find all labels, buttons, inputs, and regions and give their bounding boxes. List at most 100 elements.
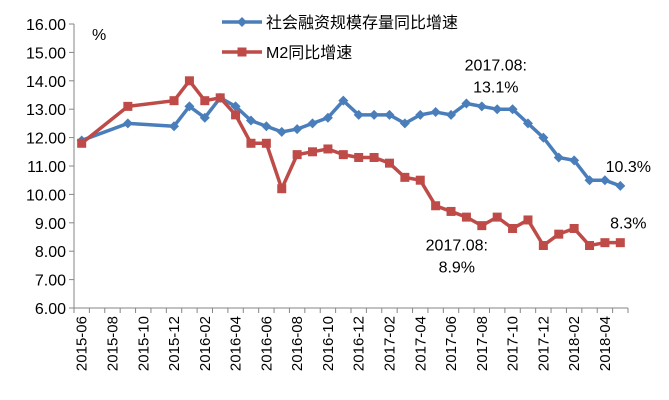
- data-point-social-financing: [415, 109, 426, 120]
- data-point-m2: [400, 172, 410, 182]
- data-point-m2: [538, 241, 548, 251]
- series-line-social-financing: [81, 96, 621, 188]
- unit-label: %: [92, 27, 106, 44]
- data-point-m2: [200, 96, 210, 106]
- data-point-m2: [184, 76, 194, 86]
- data-point-m2: [415, 175, 425, 185]
- data-annotation: 10.3%: [606, 159, 651, 176]
- x-tick-label: 2016-08: [289, 316, 306, 371]
- data-point-m2: [585, 241, 595, 251]
- data-point-m2: [508, 223, 518, 233]
- x-tick-label: 2015-10: [135, 316, 152, 371]
- x-axis-ticks: 2015-06 2015-08 2015-10 2015-12 2016-02 2016-…: [73, 308, 629, 371]
- data-point-m2: [308, 147, 318, 157]
- x-tick-label: 2015-08: [104, 316, 121, 371]
- series-social-financing: [76, 92, 626, 191]
- data-point-social-financing: [384, 109, 395, 120]
- axes: [73, 24, 628, 309]
- data-point-m2: [246, 138, 256, 148]
- x-tick-label: 2017-04: [412, 316, 429, 371]
- y-tick-label: 14.00: [26, 74, 66, 91]
- y-tick-label: 15.00: [26, 45, 66, 62]
- data-point-m2: [354, 152, 364, 162]
- x-tick-label: 2016-04: [228, 316, 245, 371]
- data-point-social-financing: [184, 101, 195, 112]
- data-point-m2: [384, 158, 394, 168]
- data-point-social-financing: [276, 126, 287, 137]
- data-point-social-financing: [584, 175, 595, 186]
- data-point-m2: [261, 138, 271, 148]
- data-point-social-financing: [230, 101, 241, 112]
- legend-marker-m2: [237, 47, 247, 57]
- x-tick-label: 2017-06: [443, 316, 460, 371]
- data-point-m2: [431, 201, 441, 211]
- x-tick-label: 2016-06: [258, 316, 275, 371]
- x-tick-label: 2016-10: [320, 316, 337, 371]
- data-point-m2: [169, 96, 179, 106]
- x-tick-label: 2017-02: [381, 316, 398, 371]
- x-tick-label: 2015-12: [166, 316, 183, 371]
- data-point-social-financing: [615, 180, 626, 191]
- annotation-value: 8.3%: [610, 216, 646, 233]
- data-point-social-financing: [292, 124, 303, 135]
- data-point-m2: [323, 144, 333, 154]
- data-point-social-financing: [322, 112, 333, 123]
- data-point-m2: [292, 150, 302, 160]
- legend-marker-social-financing: [237, 17, 247, 27]
- data-point-m2: [477, 221, 487, 231]
- legend: 社会融资规模存量同比增速 M2同比增速: [222, 14, 458, 62]
- data-point-social-financing: [122, 118, 133, 129]
- data-point-social-financing: [169, 121, 180, 132]
- legend-label-social-financing: 社会融资规模存量同比增速: [266, 14, 458, 32]
- data-point-m2: [231, 110, 241, 120]
- data-point-social-financing: [476, 101, 487, 112]
- data-point-m2: [615, 238, 625, 248]
- data-point-social-financing: [507, 104, 518, 115]
- y-tick-label: 9.00: [35, 216, 66, 233]
- annotations: 2017.08: 13.1% 10.3% 2017.08: 8.9% 8.3%: [426, 57, 651, 276]
- data-point-social-financing: [199, 112, 210, 123]
- data-point-m2: [369, 152, 379, 162]
- data-point-social-financing: [353, 109, 364, 120]
- data-point-social-financing: [261, 121, 272, 132]
- data-point-m2: [338, 150, 348, 160]
- data-point-social-financing: [522, 118, 533, 129]
- data-annotation: 2017.08: 8.9%: [426, 238, 488, 277]
- annotation-date: 2017.08:: [426, 238, 488, 255]
- data-point-m2: [277, 184, 287, 194]
- annotation-value: 10.3%: [606, 159, 651, 176]
- y-tick-label: 12.00: [26, 131, 66, 148]
- data-point-social-financing: [492, 104, 503, 115]
- data-point-m2: [123, 101, 133, 111]
- data-point-m2: [492, 212, 502, 222]
- data-annotation: 2017.08: 13.1%: [465, 57, 527, 96]
- y-tick-label: 8.00: [35, 244, 66, 261]
- data-point-social-financing: [446, 109, 457, 120]
- x-tick-label: 2017-10: [505, 316, 522, 371]
- data-annotation: 8.3%: [610, 216, 646, 233]
- y-tick-label: 10.00: [26, 187, 66, 204]
- data-point-social-financing: [553, 152, 564, 163]
- y-axis-ticks: 6.00 7.00 8.00 9.00 10.00 11.00 12.00 13.00 14.0…: [26, 17, 74, 318]
- data-point-m2: [554, 229, 564, 239]
- annotation-value: 13.1%: [473, 79, 518, 96]
- y-tick-label: 6.00: [35, 301, 66, 318]
- x-tick-label: 2018-04: [597, 316, 614, 371]
- x-tick-label: 2018-02: [566, 316, 583, 371]
- x-tick-label: 2017-08: [474, 316, 491, 371]
- data-point-m2: [523, 215, 533, 225]
- series-layer: [76, 76, 626, 251]
- data-point-social-financing: [307, 118, 318, 129]
- y-tick-label: 16.00: [26, 17, 66, 34]
- y-tick-label: 7.00: [35, 273, 66, 290]
- data-point-social-financing: [569, 155, 580, 166]
- legend-label-m2: M2同比增速: [266, 44, 352, 62]
- data-point-social-financing: [461, 98, 472, 109]
- data-point-m2: [446, 206, 456, 216]
- y-tick-label: 11.00: [27, 159, 66, 176]
- data-point-m2: [77, 138, 87, 148]
- y-tick-label: 13.00: [26, 102, 66, 119]
- data-point-social-financing: [399, 118, 410, 129]
- x-tick-label: 2016-02: [197, 316, 214, 371]
- data-point-m2: [569, 223, 579, 233]
